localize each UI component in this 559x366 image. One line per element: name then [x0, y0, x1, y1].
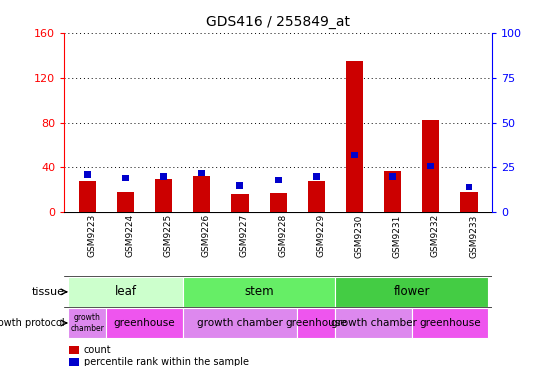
- Bar: [193, 176, 210, 212]
- Bar: [84, 172, 91, 178]
- Bar: [79, 181, 96, 212]
- Text: greenhouse: greenhouse: [286, 318, 347, 328]
- Bar: [466, 184, 472, 190]
- Bar: [160, 173, 167, 180]
- Bar: [231, 194, 249, 212]
- Text: tissue: tissue: [32, 287, 65, 297]
- Text: GSM9232: GSM9232: [431, 214, 440, 257]
- Text: growth chamber: growth chamber: [197, 318, 283, 328]
- Bar: [117, 192, 134, 212]
- Text: stem: stem: [244, 285, 274, 298]
- Bar: [384, 171, 401, 212]
- Bar: [122, 175, 129, 181]
- Text: flower: flower: [394, 285, 430, 298]
- Bar: [297, 308, 335, 338]
- Text: GSM9228: GSM9228: [278, 214, 287, 257]
- Text: GSM9225: GSM9225: [164, 214, 173, 257]
- Title: GDS416 / 255849_at: GDS416 / 255849_at: [206, 15, 350, 29]
- Bar: [389, 173, 396, 180]
- Bar: [422, 120, 439, 212]
- Bar: [106, 308, 183, 338]
- Text: GSM9231: GSM9231: [392, 214, 402, 258]
- Bar: [68, 277, 183, 307]
- Text: GSM9223: GSM9223: [87, 214, 96, 257]
- Text: greenhouse: greenhouse: [419, 318, 481, 328]
- Text: leaf: leaf: [115, 285, 136, 298]
- Text: growth chamber: growth chamber: [330, 318, 416, 328]
- Legend: count, percentile rank within the sample: count, percentile rank within the sample: [69, 345, 249, 366]
- Bar: [155, 179, 172, 212]
- Bar: [313, 173, 320, 180]
- Bar: [183, 277, 335, 307]
- Text: GSM9230: GSM9230: [354, 214, 363, 258]
- Bar: [236, 182, 243, 188]
- Bar: [335, 277, 488, 307]
- Text: greenhouse: greenhouse: [113, 318, 176, 328]
- Bar: [307, 181, 325, 212]
- Bar: [428, 163, 434, 169]
- Bar: [68, 308, 106, 338]
- Text: GSM9226: GSM9226: [202, 214, 211, 257]
- Bar: [274, 177, 282, 183]
- Bar: [351, 152, 358, 158]
- Text: growth protocol: growth protocol: [0, 318, 65, 328]
- Bar: [346, 61, 363, 212]
- Bar: [269, 193, 287, 212]
- Bar: [461, 192, 477, 212]
- Text: GSM9233: GSM9233: [469, 214, 478, 258]
- Text: GSM9224: GSM9224: [125, 214, 134, 257]
- Bar: [335, 308, 412, 338]
- Text: GSM9229: GSM9229: [316, 214, 325, 257]
- Bar: [198, 170, 205, 176]
- Text: GSM9227: GSM9227: [240, 214, 249, 257]
- Text: growth
chamber: growth chamber: [70, 313, 104, 333]
- Bar: [412, 308, 488, 338]
- Bar: [183, 308, 297, 338]
